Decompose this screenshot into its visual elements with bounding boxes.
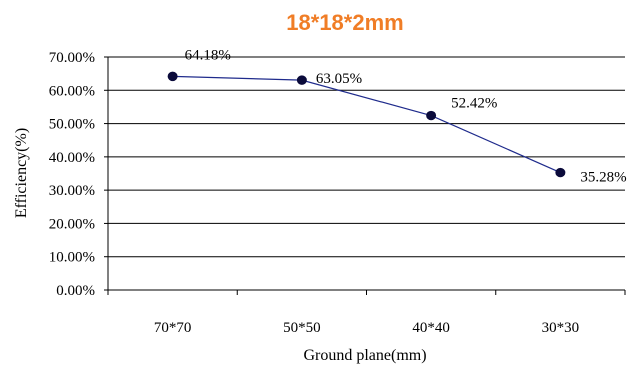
x-tick-label: 40*40 — [412, 320, 450, 336]
y-tick-label: 60.00% — [49, 83, 95, 99]
series-efficiency: 64.18% 63.05% 52.42% 35.28% — [167, 47, 627, 186]
data-label: 63.05% — [316, 71, 362, 87]
data-label: 52.42% — [451, 96, 497, 112]
y-tick-label: 70.00% — [49, 50, 95, 66]
x-tick-label: 30*30 — [542, 320, 580, 336]
y-tick-label: 40.00% — [49, 150, 95, 166]
data-label: 35.28% — [580, 170, 626, 186]
series-line — [172, 75, 561, 174]
y-tick-label: 0.00% — [56, 283, 95, 299]
data-point — [296, 75, 307, 85]
y-axis-title: Efficiency(%) — [13, 128, 30, 218]
y-tick-label: 30.00% — [49, 183, 95, 199]
x-axis-title: Ground plane(mm) — [303, 347, 426, 364]
data-point — [426, 110, 437, 121]
y-tick-label: 20.00% — [49, 216, 95, 232]
chart-title: 18*18*2mm — [286, 10, 403, 35]
gridlines — [108, 56, 625, 258]
data-label: 64.18% — [185, 47, 231, 63]
y-tick-label: 10.00% — [49, 250, 95, 266]
data-point — [555, 167, 566, 178]
x-tick-label: 70*70 — [154, 320, 192, 336]
y-tick-label: 50.00% — [49, 117, 95, 133]
x-tick-label: 50*50 — [283, 320, 321, 336]
data-point — [167, 71, 178, 82]
y-axis-ticks: 0.00% 10.00% 20.00% 30.00% 40.00% 50.00% 60.00… — [49, 50, 108, 299]
x-axis-ticks: 70*70 50*50 40*40 30*30 — [107, 290, 626, 336]
